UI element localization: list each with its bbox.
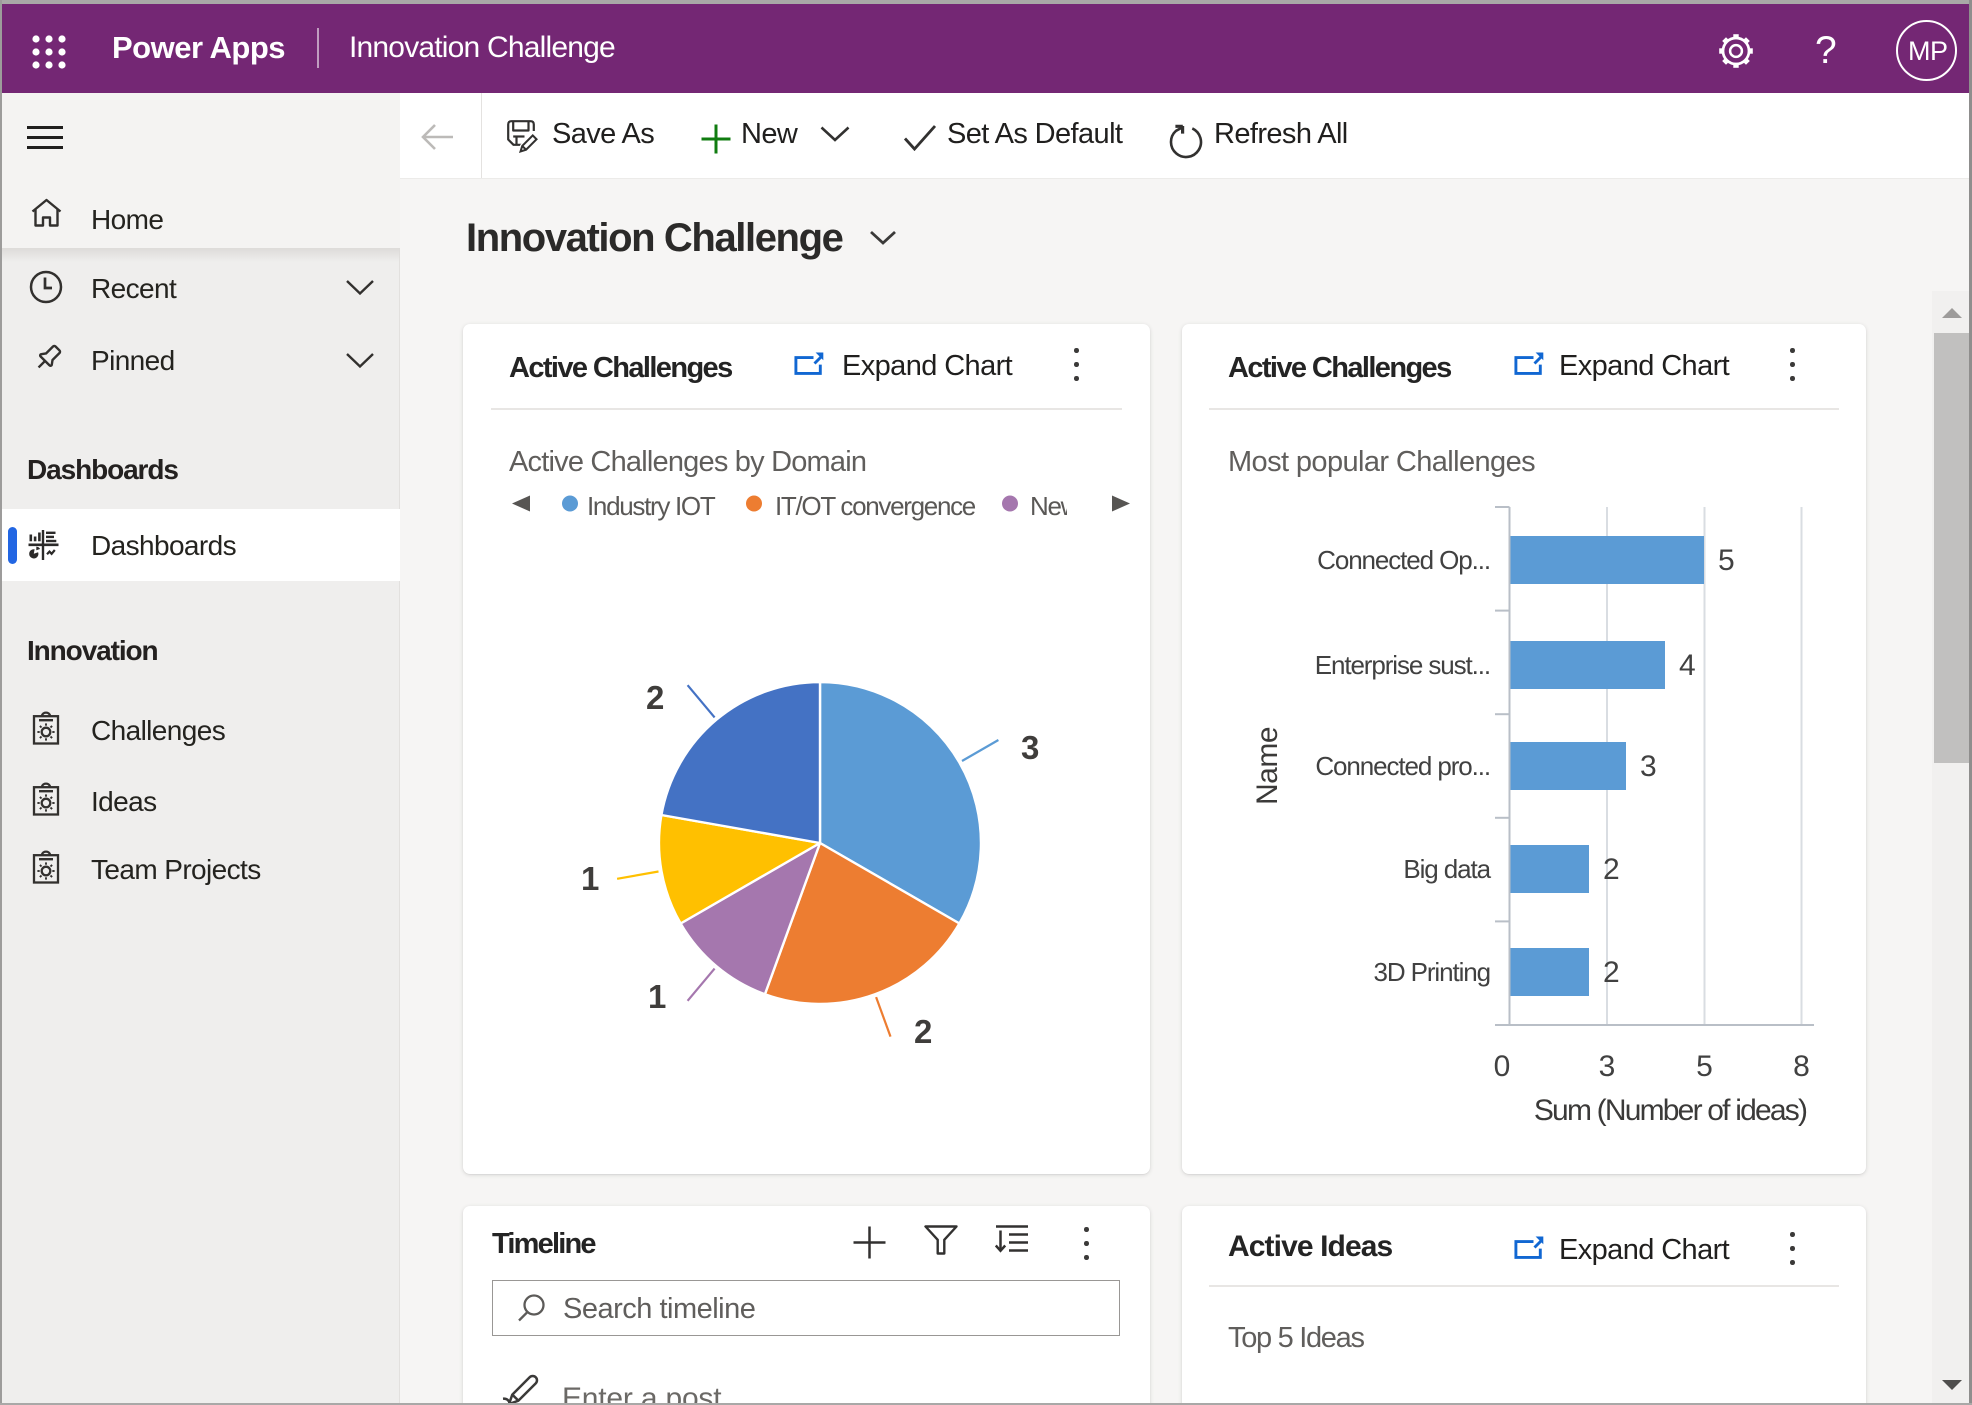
- svg-text:0: 0: [1494, 1050, 1511, 1083]
- svg-text:5: 5: [1696, 1050, 1713, 1083]
- svg-text:Sum (Number of ideas): Sum (Number of ideas): [1534, 1094, 1807, 1127]
- svg-text:2: 2: [1603, 853, 1620, 886]
- svg-text:2: 2: [914, 1013, 932, 1050]
- svg-text:3D Printing: 3D Printing: [1373, 957, 1490, 987]
- svg-text:3: 3: [1599, 1050, 1616, 1083]
- svg-text:3: 3: [1021, 729, 1039, 766]
- svg-text:4: 4: [1679, 649, 1696, 682]
- svg-text:Connected Op...: Connected Op...: [1317, 545, 1490, 575]
- svg-text:Name: Name: [1251, 727, 1284, 805]
- svg-text:3: 3: [1640, 750, 1657, 783]
- svg-text:1: 1: [648, 978, 666, 1015]
- svg-text:8: 8: [1793, 1050, 1810, 1083]
- svg-text:2: 2: [1603, 956, 1620, 989]
- svg-text:Big data: Big data: [1403, 854, 1491, 884]
- svg-text:Connected pro...: Connected pro...: [1315, 751, 1490, 781]
- svg-text:5: 5: [1718, 544, 1735, 577]
- svg-text:1: 1: [581, 860, 599, 897]
- svg-text:Enterprise sust...: Enterprise sust...: [1315, 650, 1490, 680]
- svg-text:2: 2: [646, 679, 664, 716]
